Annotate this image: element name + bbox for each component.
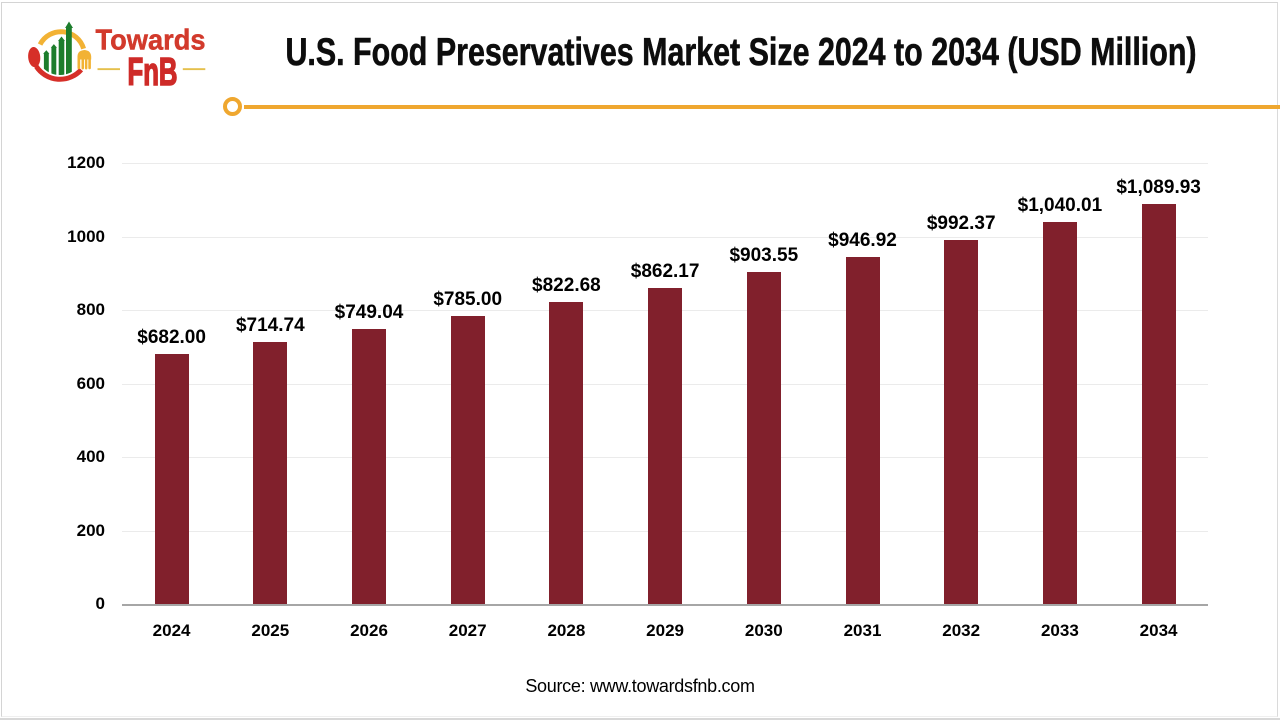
svg-text:FnB: FnB [128, 51, 178, 94]
svg-text:Towards: Towards [96, 25, 206, 57]
